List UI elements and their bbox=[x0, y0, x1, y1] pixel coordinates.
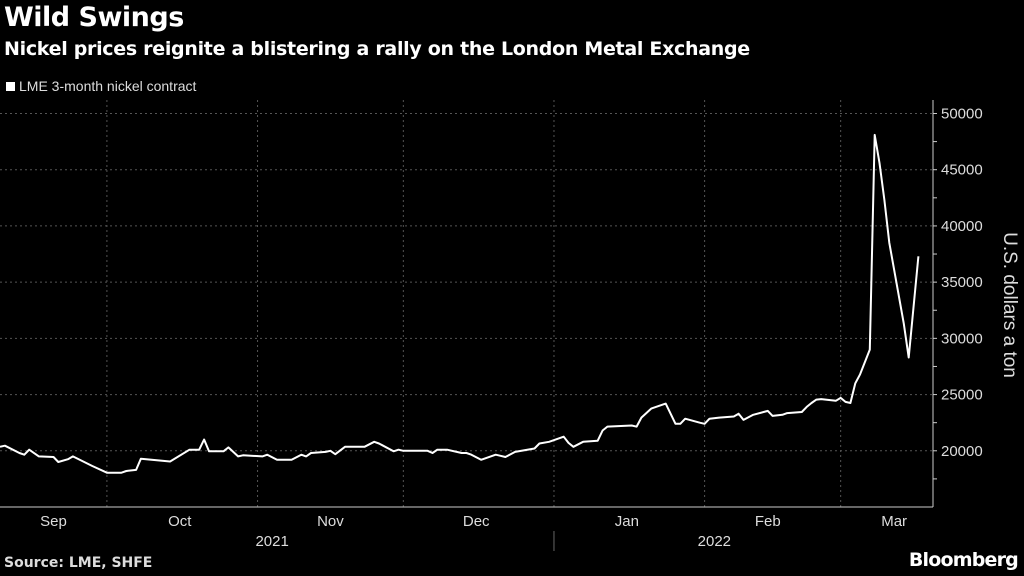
year-label: 2022 bbox=[698, 533, 731, 550]
y-tick-label: 25000 bbox=[941, 387, 983, 404]
y-axis-label: U.S. dollars a ton bbox=[999, 232, 1020, 378]
x-tick-label: Jan bbox=[615, 513, 639, 530]
y-tick-label: 45000 bbox=[941, 162, 983, 179]
x-tick-label: Nov bbox=[317, 513, 344, 530]
x-tick-label: Feb bbox=[755, 513, 781, 530]
y-tick-label: 40000 bbox=[941, 218, 983, 235]
y-tick-label: 20000 bbox=[941, 443, 983, 460]
x-tick-label: Sep bbox=[40, 513, 67, 530]
gridlines bbox=[0, 100, 933, 507]
axes: 20000 25000 30000 35000 40000 45000 50000 Sep Oc… bbox=[0, 100, 983, 551]
series-line-nickel bbox=[0, 133, 920, 474]
x-tick-label: Oct bbox=[168, 513, 192, 530]
chart-title: Wild Swings bbox=[4, 2, 184, 33]
legend-swatch bbox=[6, 81, 15, 91]
y-tick-label: 50000 bbox=[941, 105, 983, 122]
legend-label: LME 3-month nickel contract bbox=[19, 78, 197, 94]
legend: LME 3-month nickel contract bbox=[6, 78, 196, 94]
x-tick-label: Dec bbox=[463, 513, 490, 530]
year-label: 2021 bbox=[255, 533, 288, 550]
y-tick-label: 30000 bbox=[941, 330, 983, 347]
source-note: Source: LME, SHFE bbox=[4, 555, 153, 571]
bloomberg-logo: Bloomberg bbox=[908, 549, 1019, 571]
series-lines bbox=[0, 133, 920, 474]
chart-subtitle: Nickel prices reignite a blistering a ra… bbox=[4, 38, 750, 60]
y-tick-label: 35000 bbox=[941, 274, 983, 291]
x-tick-label: Mar bbox=[881, 513, 907, 530]
